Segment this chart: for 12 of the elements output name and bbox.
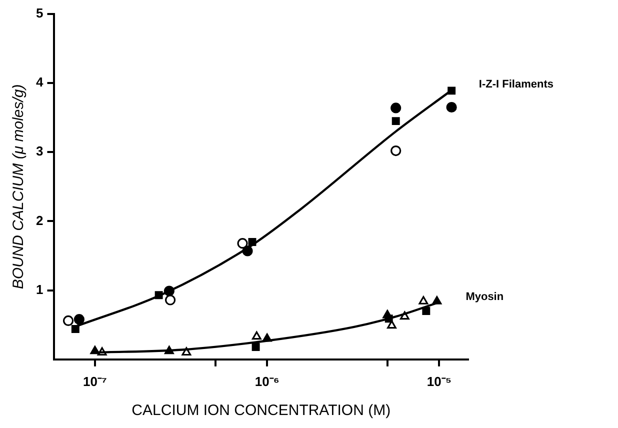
y-tick-label: 3 — [36, 144, 44, 159]
text: I-Z-I Filaments — [478, 78, 554, 91]
x-tick-label: 10⁻⁶ — [254, 374, 280, 389]
y-tick-label: 5 — [36, 6, 44, 21]
y-axis-title: BOUND CALCIUM (μ moles/g) — [10, 84, 28, 290]
x-axis-title: CALCIUM ION CONCENTRATION (M) — [132, 402, 391, 420]
x-tick-label: 10⁻⁷ — [83, 374, 107, 389]
x-tick-label: 10⁻⁵ — [426, 374, 452, 389]
y-tick-label: 4 — [36, 74, 44, 90]
text: Myosin — [466, 290, 504, 303]
y-tick-label: 2 — [36, 212, 44, 228]
y-tick-label: 1 — [36, 282, 44, 297]
